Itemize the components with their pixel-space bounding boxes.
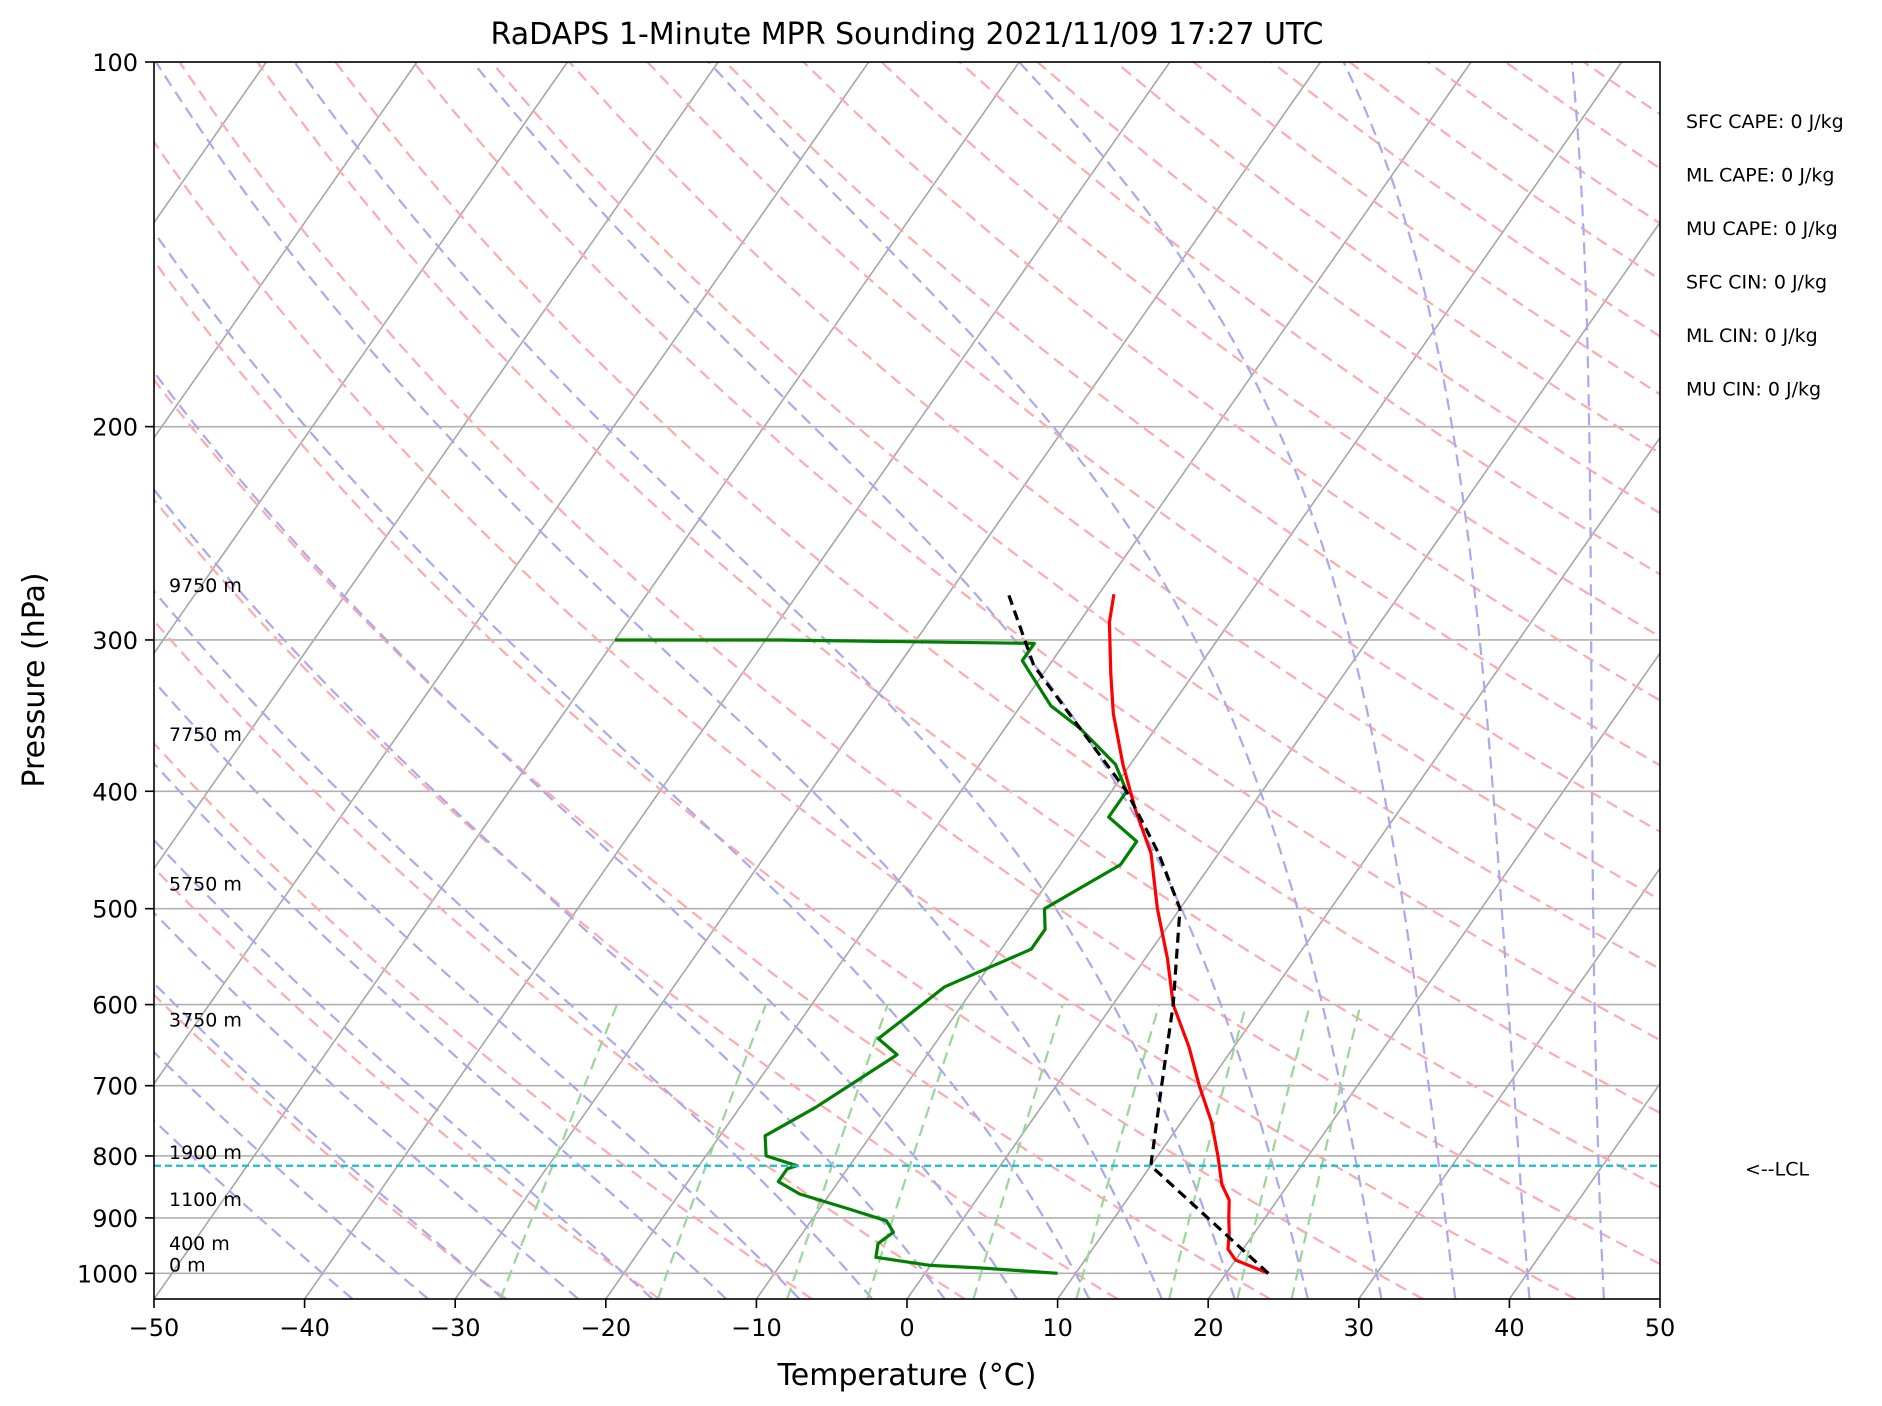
isotherm-line <box>454 62 1322 1299</box>
x-tick-label: 50 <box>1645 1314 1676 1342</box>
dry-adiabat-line <box>178 62 1660 1266</box>
y-tick-label: 1000 <box>77 1260 138 1288</box>
x-tick-label: 40 <box>1494 1314 1525 1342</box>
moist-adiabat-line <box>471 62 1309 1299</box>
data-series <box>154 593 1660 1275</box>
height-label: 7750 m <box>169 724 242 746</box>
x-tick-label: 0 <box>899 1314 914 1342</box>
chart-title: RaDAPS 1-Minute MPR Sounding 2021/11/09 … <box>491 17 1324 52</box>
moist-adiabat-line <box>154 487 946 1299</box>
dry-adiabat-line <box>154 498 1119 1299</box>
height-label: 0 m <box>169 1254 206 1276</box>
x-tick-label: −20 <box>580 1314 631 1342</box>
x-tick-label: 30 <box>1344 1314 1375 1342</box>
dry-adiabat-line <box>154 378 1271 1299</box>
isotherm-line <box>154 62 1020 1299</box>
temperature-line <box>1107 593 1269 1275</box>
moist-adiabat-line <box>1570 62 1605 1299</box>
dry-adiabat-line <box>154 139 1577 1299</box>
isotherm-line <box>605 62 1472 1299</box>
dry-adiabat-line <box>154 619 966 1299</box>
dry-adiabat-line <box>154 741 813 1299</box>
y-tick-label: 600 <box>92 992 138 1020</box>
isotherm-line <box>755 62 1623 1299</box>
moist-adiabat-line <box>293 62 1236 1299</box>
isotherm-line <box>154 62 569 655</box>
y-tick-label: 500 <box>92 896 138 924</box>
dry-adiabat-line <box>880 62 1660 639</box>
x-tick-label: −50 <box>129 1314 180 1342</box>
reference-lines <box>154 62 1660 1299</box>
index-label: SFC CIN: 0 J/kg <box>1686 272 1827 294</box>
y-tick-label: 700 <box>92 1073 138 1101</box>
y-tick-label: 300 <box>92 627 138 655</box>
moist-adiabat-line <box>154 230 1091 1299</box>
x-tick-label: 20 <box>1193 1314 1224 1342</box>
moist-adiabat-line <box>707 62 1383 1299</box>
mixing-ratio-line <box>1290 1004 1362 1299</box>
dry-adiabat-line <box>724 62 1660 767</box>
axes: −50 −40 −30 −20 −10 0 10 20 30 40 50 100 200 300 400 50… <box>77 49 1675 1342</box>
dry-adiabat-line <box>490 62 1660 971</box>
isotherm-line <box>906 221 1660 1299</box>
y-tick-label: 100 <box>92 49 138 77</box>
parcel-profile-line <box>1006 593 1270 1275</box>
moist-adiabat-line <box>154 838 654 1299</box>
dry-adiabat-line <box>412 62 1660 1042</box>
moist-adiabat-line <box>154 679 801 1299</box>
height-label: 1100 m <box>169 1189 242 1211</box>
moist-adiabat-line <box>1342 62 1531 1299</box>
y-tick-label: 200 <box>92 414 138 442</box>
mixing-ratio-line <box>499 1004 619 1299</box>
moist-adiabat-line <box>1018 62 1457 1299</box>
x-tick-label: −30 <box>430 1314 481 1342</box>
isotherm-line <box>154 62 870 1086</box>
y-tick-label: 400 <box>92 778 138 806</box>
isotherm-line <box>154 62 719 870</box>
mixing-ratio-line <box>1168 1004 1248 1299</box>
y-tick-label: 900 <box>92 1205 138 1233</box>
mixing-ratio-line <box>786 1004 889 1299</box>
moist-adiabat-line <box>154 911 579 1299</box>
moist-adiabat-line <box>154 370 1018 1299</box>
mixing-ratio-line <box>866 1004 965 1299</box>
isotherm-line <box>1207 651 1660 1299</box>
dry-adiabat-line <box>646 62 1660 833</box>
annotations: <--LCL 9750 m 7750 m 5750 m 3750 m 1900 m 1100… <box>169 111 1844 1276</box>
height-label: 3750 m <box>169 1010 242 1032</box>
index-label: ML CIN: 0 J/kg <box>1686 325 1818 347</box>
x-tick-label: −10 <box>731 1314 782 1342</box>
dry-adiabat-line <box>154 258 1424 1299</box>
y-tick-label: 800 <box>92 1143 138 1171</box>
moist-adiabat-line <box>154 589 874 1299</box>
isotherm-line <box>1056 436 1660 1299</box>
lcl-label: <--LCL <box>1745 1159 1809 1181</box>
dry-adiabat-line <box>154 993 508 1299</box>
height-label: 1900 m <box>169 1142 242 1164</box>
x-tick-label: 10 <box>1042 1314 1073 1342</box>
moist-adiabat-line <box>155 62 1163 1299</box>
mixing-ratio-line <box>1236 1004 1312 1299</box>
x-tick-label: −40 <box>279 1314 330 1342</box>
mixing-ratio-line <box>656 1004 767 1299</box>
index-label: MU CIN: 0 J/kg <box>1686 379 1821 401</box>
dry-adiabat-line <box>154 866 660 1299</box>
mixing-ratio-line <box>1075 1004 1161 1299</box>
dry-adiabat-line <box>334 62 1660 1115</box>
index-label: ML CAPE: 0 J/kg <box>1686 165 1834 187</box>
x-axis-label: Temperature (°C) <box>777 1358 1037 1393</box>
height-label: 5750 m <box>169 874 242 896</box>
height-label: 400 m <box>169 1233 230 1255</box>
height-label: 9750 m <box>169 575 242 597</box>
mixing-ratio-line <box>972 1004 1064 1299</box>
index-label: MU CAPE: 0 J/kg <box>1686 218 1838 240</box>
index-label: SFC CAPE: 0 J/kg <box>1686 111 1844 133</box>
dewpoint-line <box>615 638 1139 1275</box>
isotherm-line <box>1508 1082 1660 1299</box>
y-axis-label: Pressure (hPa) <box>17 572 52 787</box>
